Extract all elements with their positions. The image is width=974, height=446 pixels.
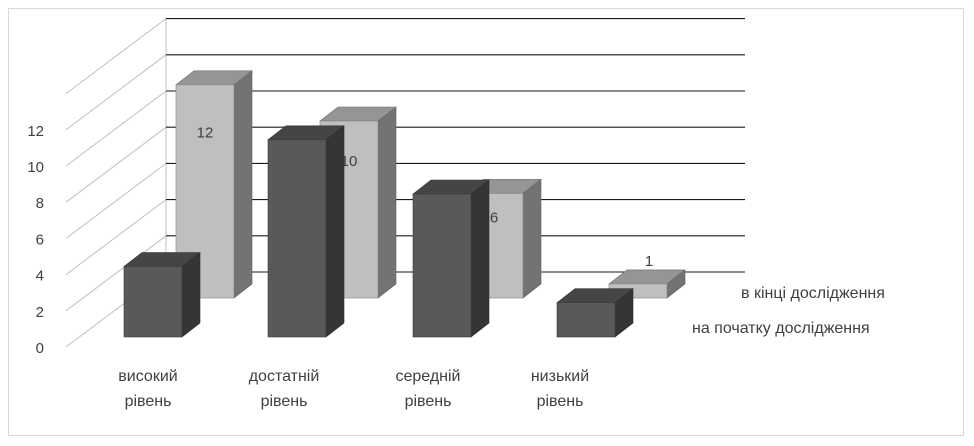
bar-start-1 [123,251,201,338]
data-label: 1 [645,253,653,270]
legend: на початку дослідження в кінці дослідженн… [692,285,885,337]
data-label: 6 [490,209,498,226]
y-tick-label: 8 [36,195,44,212]
x-axis-categories: високий рівень достатній рівень середній ріве… [118,368,589,410]
y-tick-label: 4 [36,268,44,285]
bar-start-4 [556,288,634,338]
y-tick-label: 2 [36,304,44,321]
data-label: 12 [197,125,214,142]
y-axis-ticks: 0 2 4 6 8 10 12 [27,123,44,357]
y-tick-label: 0 [36,340,44,357]
chart-frame [8,8,964,436]
data-label: 10 [341,153,358,170]
bar-start-2 [267,125,345,338]
bar-start-3 [412,179,490,338]
category-label: достатній рівень [249,368,320,410]
category-label: середній рівень [395,368,460,410]
y-tick-label: 10 [27,159,44,176]
legend-entry: на початку дослідження [692,320,870,337]
y-tick-label: 6 [36,231,44,248]
legend-entry: в кінці дослідження [741,285,885,302]
bar-end-4 [608,269,686,299]
y-tick-label: 12 [27,123,44,140]
category-label: низький рівень [531,368,589,410]
bars: 12 10 6 1 [123,70,686,338]
category-label: високий рівень [118,368,177,410]
